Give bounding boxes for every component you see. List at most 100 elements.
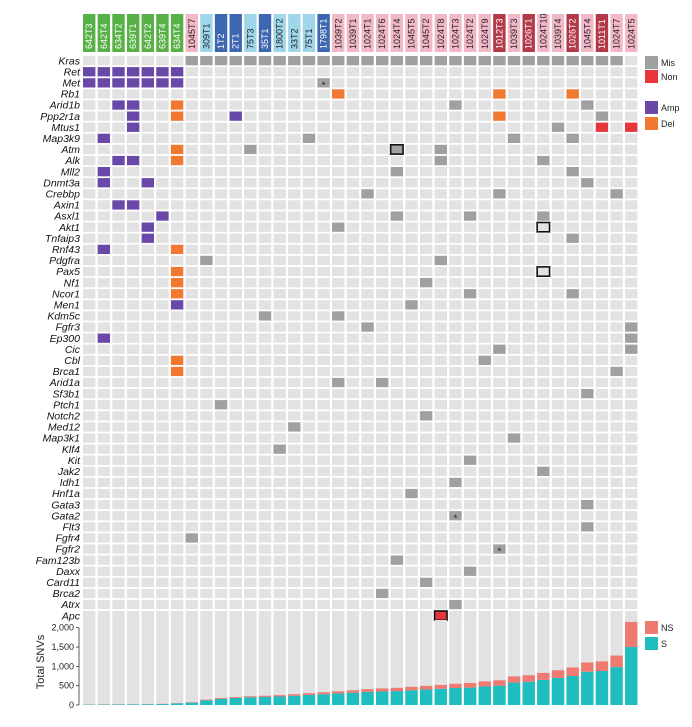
cell-mll2-1045t5 (405, 167, 418, 177)
cell-asxl1-33t2 (288, 211, 301, 221)
cell-flt3-2t1 (229, 522, 242, 532)
cell-mll2-1024t3 (449, 167, 462, 177)
cell-alk-75t1 (302, 155, 316, 166)
cell-axin1-634t2 (112, 200, 125, 210)
cell-rnf43-639t1 (126, 244, 140, 254)
cell-daxx-634t4 (170, 566, 184, 576)
cell-met-1024t9 (478, 78, 491, 88)
cell-rb1-1t2 (214, 89, 228, 99)
snv-bar-s (522, 681, 535, 705)
sample-label: 1024T9 (480, 18, 490, 49)
cell-notch2-1026t2 (566, 411, 579, 421)
cell-alk-1045t2 (419, 155, 433, 166)
cell-pdgfra-1024t3 (449, 255, 462, 266)
cell-ptch1-1045t5 (405, 400, 418, 410)
cell-atm-1039t2 (332, 144, 345, 155)
cell-atrx-2t1 (229, 599, 242, 610)
cell-ptch1-1024t2 (463, 400, 477, 410)
sample-label: 1012T3 (494, 18, 504, 49)
cell-rnf43-1024t2 (463, 244, 477, 254)
cell-kras-1024t4 (390, 56, 404, 66)
cell-ret-1039t2 (332, 67, 345, 77)
cell-rnf43-1045t7 (185, 244, 198, 254)
cell-axin1-33t2 (288, 200, 301, 210)
gene-label-jak2: Jak2 (57, 466, 80, 478)
cell-tnfaip3-33t2 (288, 233, 301, 243)
cell-card11-1024t10 (537, 577, 550, 587)
cell-med12-1045t5 (405, 422, 418, 432)
cell-axin1-309t1 (200, 200, 213, 210)
cell-map3k9-1039t3 (507, 133, 521, 143)
cell-pax5-642t4 (97, 266, 111, 277)
gene-label-pdgfra: Pdgfra (49, 255, 80, 267)
cell-card11-639t4 (156, 577, 169, 587)
cell-rb1-1045t5 (405, 89, 418, 99)
cell-atrx-634t4 (170, 599, 184, 610)
cell-dnmt3a-1039t1 (346, 178, 360, 188)
cell-axin1-1045t2 (419, 200, 433, 210)
cell-ep300-1039t4 (551, 333, 565, 343)
cell-tnfaip3-1039t3 (507, 233, 521, 243)
cell-mll2-1045t7 (185, 167, 198, 177)
sample-label: 1024T2 (465, 18, 475, 49)
cell-brca2-639t1 (126, 588, 140, 599)
snv-bar-ns (581, 662, 594, 672)
cell-daxx-1024t2 (463, 566, 477, 576)
cell-asxl1-1045t4 (581, 211, 594, 221)
cell-alk-1039t4 (551, 155, 565, 166)
cell-met-634t2 (112, 78, 125, 88)
cell-fgfr3-1039t3 (507, 322, 521, 332)
cell-dnmt3a-1039t3 (507, 178, 521, 188)
gene-label-axin1: Axin1 (53, 200, 80, 212)
cell-akt1-1039t1 (346, 222, 360, 232)
cell-cic-1798t1 (317, 344, 330, 354)
cell-ppp2r1a-1024t8 (434, 111, 447, 121)
cell-ptch1-1045t2 (419, 400, 433, 410)
cell-kras-1024t3 (449, 56, 462, 66)
cell-cic-75t1 (302, 344, 316, 354)
cell-kras-75t3 (244, 56, 257, 66)
cell-met-1045t7 (185, 78, 198, 88)
cell-klf4-642t2 (141, 444, 154, 454)
cell-brca2-1024t10 (537, 588, 550, 599)
cell-daxx-1800t2 (273, 566, 286, 576)
cell-klf4-33t2 (288, 444, 301, 454)
legend-label-non: Non (661, 72, 678, 82)
cell-fam123b-309t1 (200, 555, 213, 565)
cell-pdgfra-1012t3 (493, 255, 506, 266)
cell-arid1b-1800t2 (273, 100, 286, 110)
cell-met-1024t1 (361, 78, 374, 88)
cell-fgfr4-1039t2 (332, 533, 345, 543)
cell-card11-1024t1 (361, 577, 374, 587)
cell-rb1-1045t2 (419, 89, 433, 99)
cell-jak2-642t2 (141, 466, 154, 476)
cell-met-75t1 (302, 78, 316, 88)
cell-idh1-33t2 (288, 477, 301, 488)
cell-fam123b-1024t4 (390, 555, 404, 565)
cell-pdgfra-642t4 (97, 255, 111, 266)
cell-klf4-1039t2 (332, 444, 345, 454)
cell-pdgfra-75t1 (302, 255, 316, 266)
gene-label-tnfaip3: Tnfaip3 (45, 233, 80, 245)
cell-fgfr2-1012t3 (493, 544, 506, 554)
cell-met-75t3 (244, 78, 257, 88)
cell-atm-1024t6 (376, 144, 389, 155)
cell-ncor1-1012t3 (493, 289, 506, 299)
cell-fgfr2-1024t1 (361, 544, 374, 554)
gene-label-med12: Med12 (48, 422, 80, 434)
cell-mll2-1t2 (214, 167, 228, 177)
cell-card11-1800t2 (273, 577, 286, 587)
cell-ep300-642t3 (83, 333, 96, 343)
cell-crebbp-1024t5 (625, 189, 638, 199)
cell-ep300-1024t3 (449, 333, 462, 343)
cell-akt1-1026t2 (566, 222, 579, 232)
cell-hnf1a-634t4 (170, 488, 184, 499)
cell-flt3-1026t2 (566, 522, 579, 532)
cell-rnf43-1026t2 (566, 244, 579, 254)
cell-ncor1-1039t4 (551, 289, 565, 299)
cell-ptch1-1798t1 (317, 400, 330, 410)
cell-kit-1039t2 (332, 455, 345, 465)
cell-gata3-1024t2 (463, 500, 477, 510)
cell-atm-1045t7 (185, 144, 198, 155)
